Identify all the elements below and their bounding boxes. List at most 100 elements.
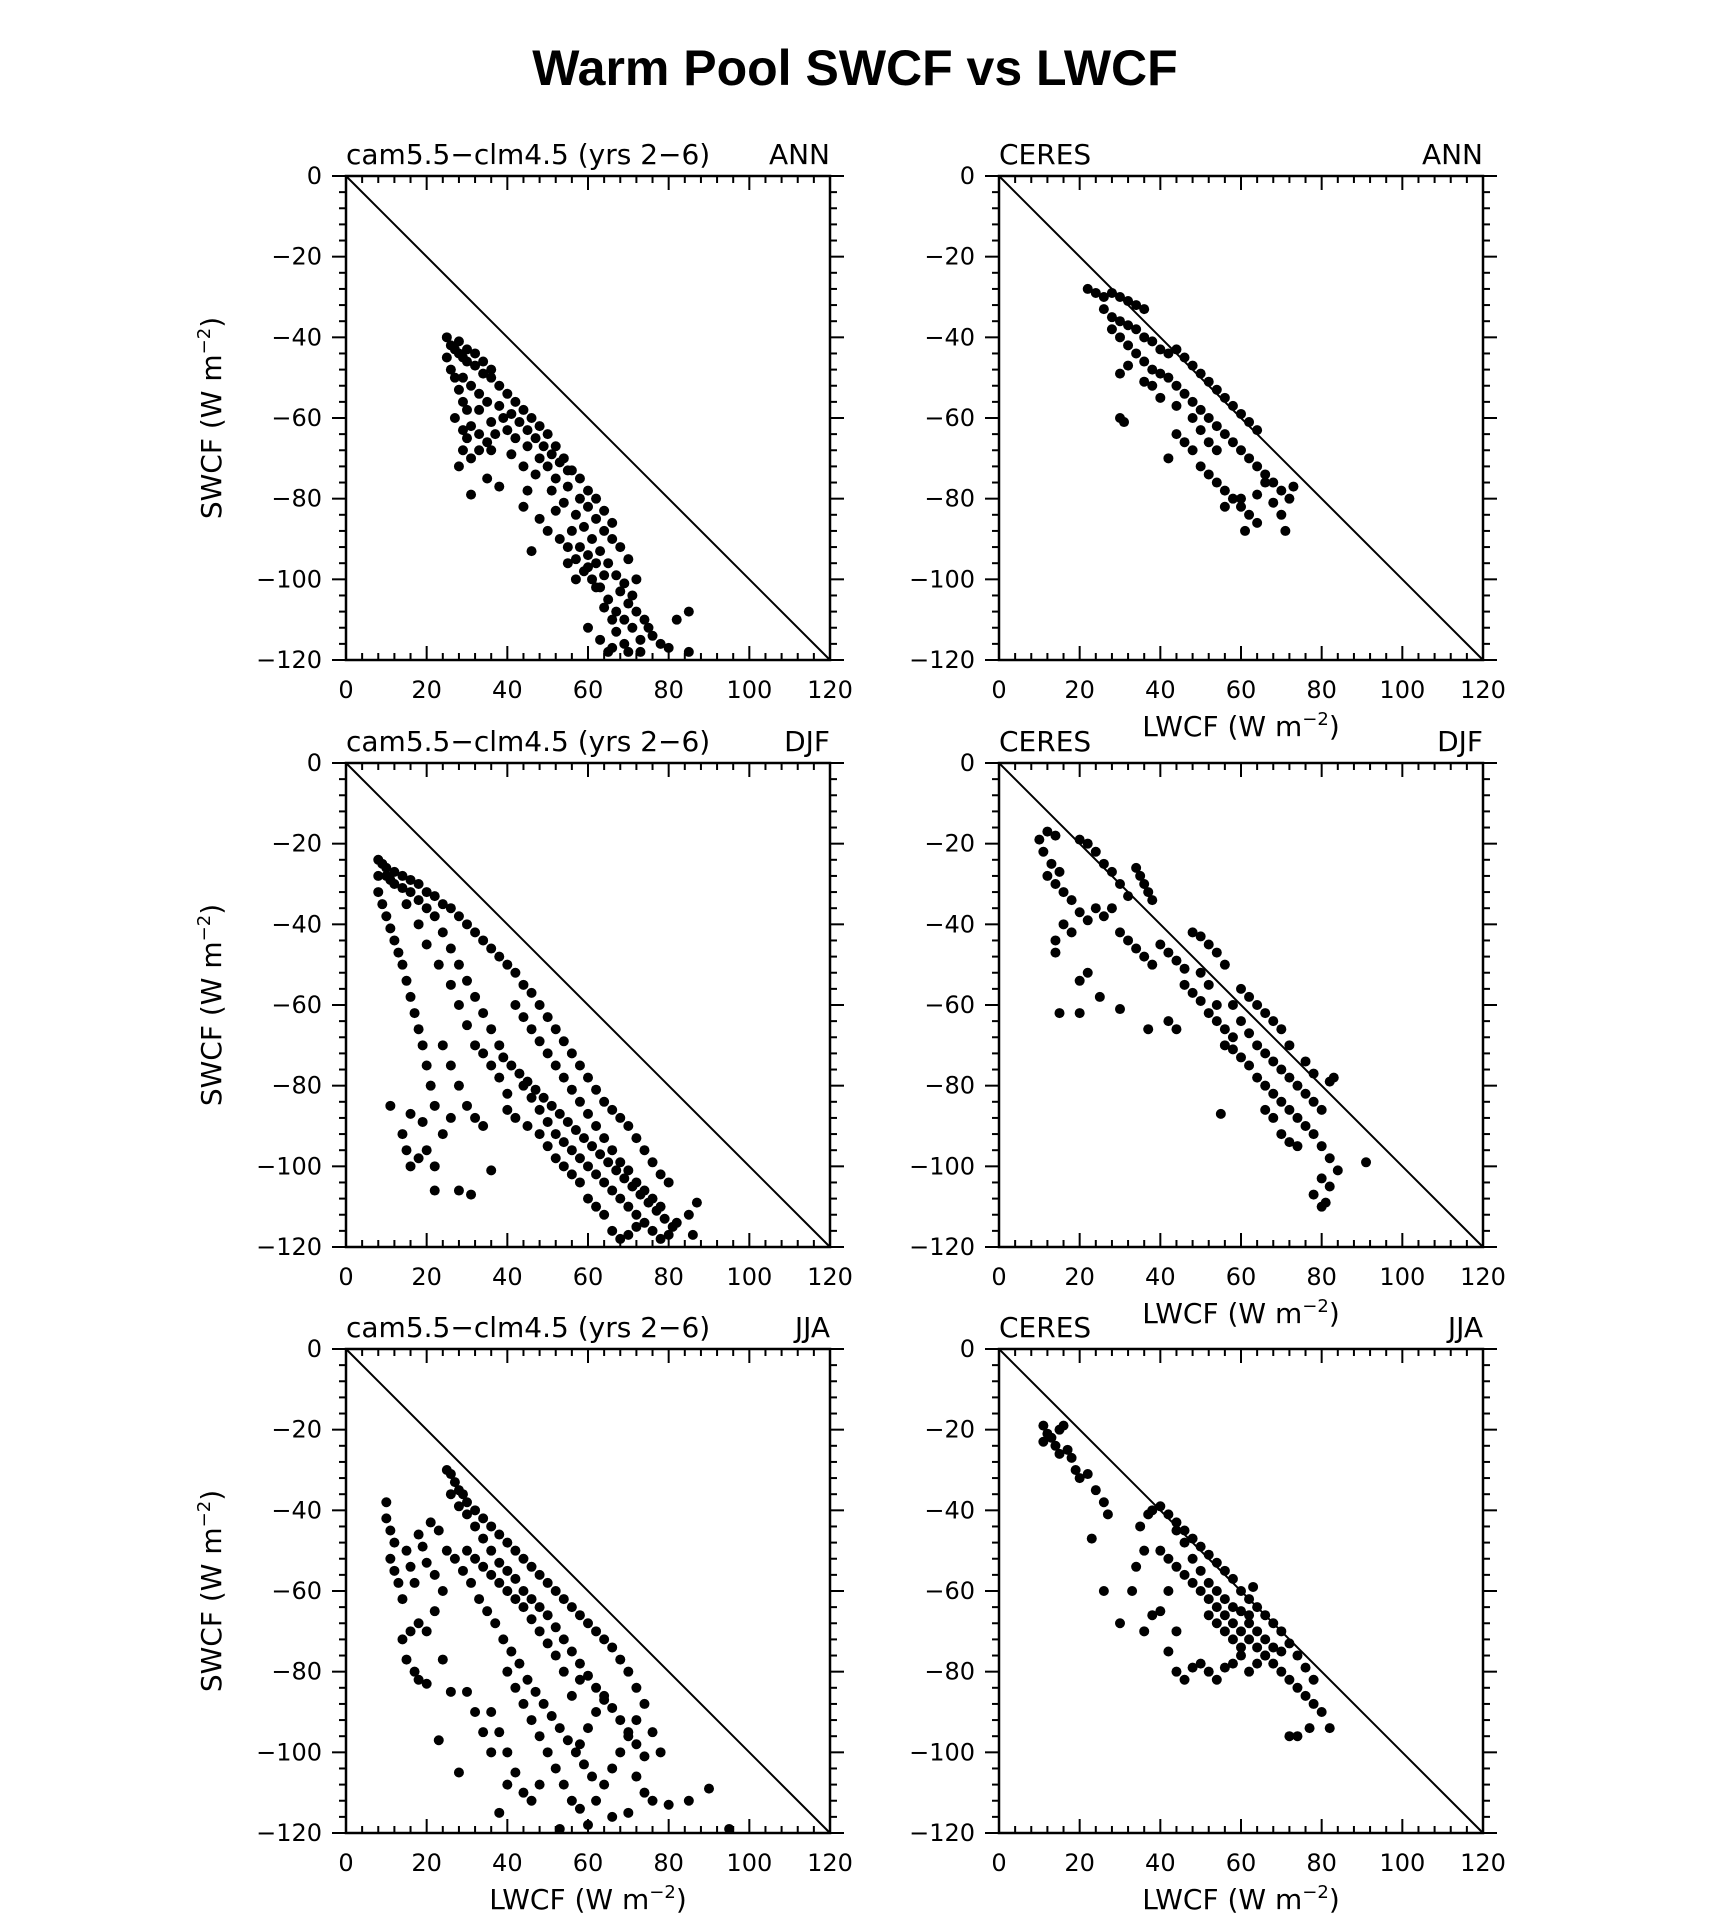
data-point <box>1276 485 1287 496</box>
data-point <box>647 1795 658 1806</box>
y-tick-label: −100 <box>256 1152 322 1180</box>
data-point <box>429 1606 440 1617</box>
data-point <box>397 1129 408 1140</box>
data-point <box>566 1084 577 1095</box>
y-tick-label: −120 <box>909 1233 975 1261</box>
data-point <box>486 417 497 428</box>
data-point <box>518 1787 529 1798</box>
data-point <box>583 1161 593 1172</box>
data-point <box>1252 1040 1263 1051</box>
panel-right-title: DJF <box>1437 725 1483 758</box>
data-point <box>542 525 553 536</box>
data-point <box>486 1165 497 1176</box>
data-point <box>385 923 396 934</box>
data-point <box>1098 292 1109 302</box>
data-point <box>494 481 505 492</box>
data-point <box>1211 421 1222 432</box>
data-point <box>510 1573 521 1584</box>
data-point <box>510 1000 521 1010</box>
data-point <box>599 1177 610 1188</box>
x-tick-label: 80 <box>1306 1263 1337 1291</box>
data-point <box>591 1169 602 1180</box>
data-point <box>534 1129 545 1140</box>
data-point <box>486 1747 497 1758</box>
data-point <box>486 943 497 954</box>
data-point <box>494 1557 505 1568</box>
data-point <box>1236 445 1246 456</box>
data-point <box>631 606 642 617</box>
data-point <box>1038 1420 1049 1431</box>
x-axis-label: LWCF (W m−2) <box>1142 1882 1340 1916</box>
data-point <box>558 1779 569 1790</box>
data-point <box>534 1731 545 1742</box>
data-point <box>466 1577 477 1588</box>
data-point <box>462 975 472 986</box>
data-point <box>478 1513 489 1524</box>
data-point <box>437 1040 448 1051</box>
data-point <box>574 473 585 484</box>
data-point <box>647 630 658 641</box>
data-point <box>1308 1129 1319 1140</box>
data-point <box>1203 1577 1214 1588</box>
data-point <box>421 903 432 914</box>
data-point <box>615 586 626 597</box>
data-point <box>1147 1505 1158 1516</box>
x-axis-label: LWCF (W m−2) <box>1142 709 1340 743</box>
data-point <box>1236 501 1246 512</box>
data-point <box>639 1787 650 1798</box>
data-point <box>518 1012 529 1023</box>
data-point <box>1139 304 1150 315</box>
data-point <box>1227 437 1238 448</box>
y-tick-label: −80 <box>924 1072 975 1100</box>
data-point <box>409 1666 420 1677</box>
data-point <box>453 911 464 922</box>
data-point <box>1090 846 1101 857</box>
data-point <box>429 1185 440 1196</box>
data-point <box>1219 959 1230 970</box>
data-point <box>1163 1016 1174 1027</box>
data-point <box>534 1104 545 1115</box>
data-point <box>550 441 561 452</box>
data-point <box>413 1153 424 1164</box>
data-point <box>538 1698 549 1709</box>
data-point <box>437 927 448 938</box>
data-point <box>409 1008 420 1019</box>
x-tick-label: 20 <box>1064 1263 1095 1291</box>
data-point <box>486 1521 497 1532</box>
data-point <box>1066 1452 1077 1463</box>
data-point <box>542 1577 553 1588</box>
data-point <box>1139 1626 1150 1637</box>
data-point <box>1292 1650 1303 1661</box>
data-point <box>385 1553 396 1564</box>
data-point <box>1260 1048 1271 1059</box>
data-point <box>1139 1545 1150 1556</box>
y-tick-label: −40 <box>924 323 975 351</box>
data-point <box>1115 292 1125 302</box>
data-point <box>643 1197 654 1208</box>
data-point <box>462 1509 472 1520</box>
data-point <box>457 396 468 407</box>
data-point <box>417 1541 428 1552</box>
x-tick-label: 100 <box>726 1849 772 1877</box>
scatter-panel: 0 20 40 60 80 100 120 0 −20 −40 −60 −80 −100 −120 cam5… <box>194 138 853 704</box>
data-point <box>1171 1666 1182 1677</box>
data-point <box>1211 1674 1222 1685</box>
data-point <box>591 1795 602 1806</box>
data-point <box>1292 1112 1303 1123</box>
data-point <box>433 1525 444 1536</box>
data-point <box>587 1771 598 1782</box>
data-point <box>405 1161 416 1172</box>
data-point <box>599 570 610 581</box>
data-point <box>494 1072 505 1083</box>
data-point <box>486 1707 497 1717</box>
data-point <box>635 646 646 657</box>
data-point <box>1227 1032 1238 1043</box>
panel-right-title: JJA <box>1446 1311 1483 1344</box>
data-point <box>534 1569 545 1580</box>
data-point <box>1316 1173 1327 1184</box>
data-point <box>615 1233 626 1244</box>
data-point <box>1268 1088 1279 1099</box>
data-point <box>1147 895 1158 906</box>
data-point <box>615 542 626 553</box>
data-point <box>490 1618 501 1629</box>
